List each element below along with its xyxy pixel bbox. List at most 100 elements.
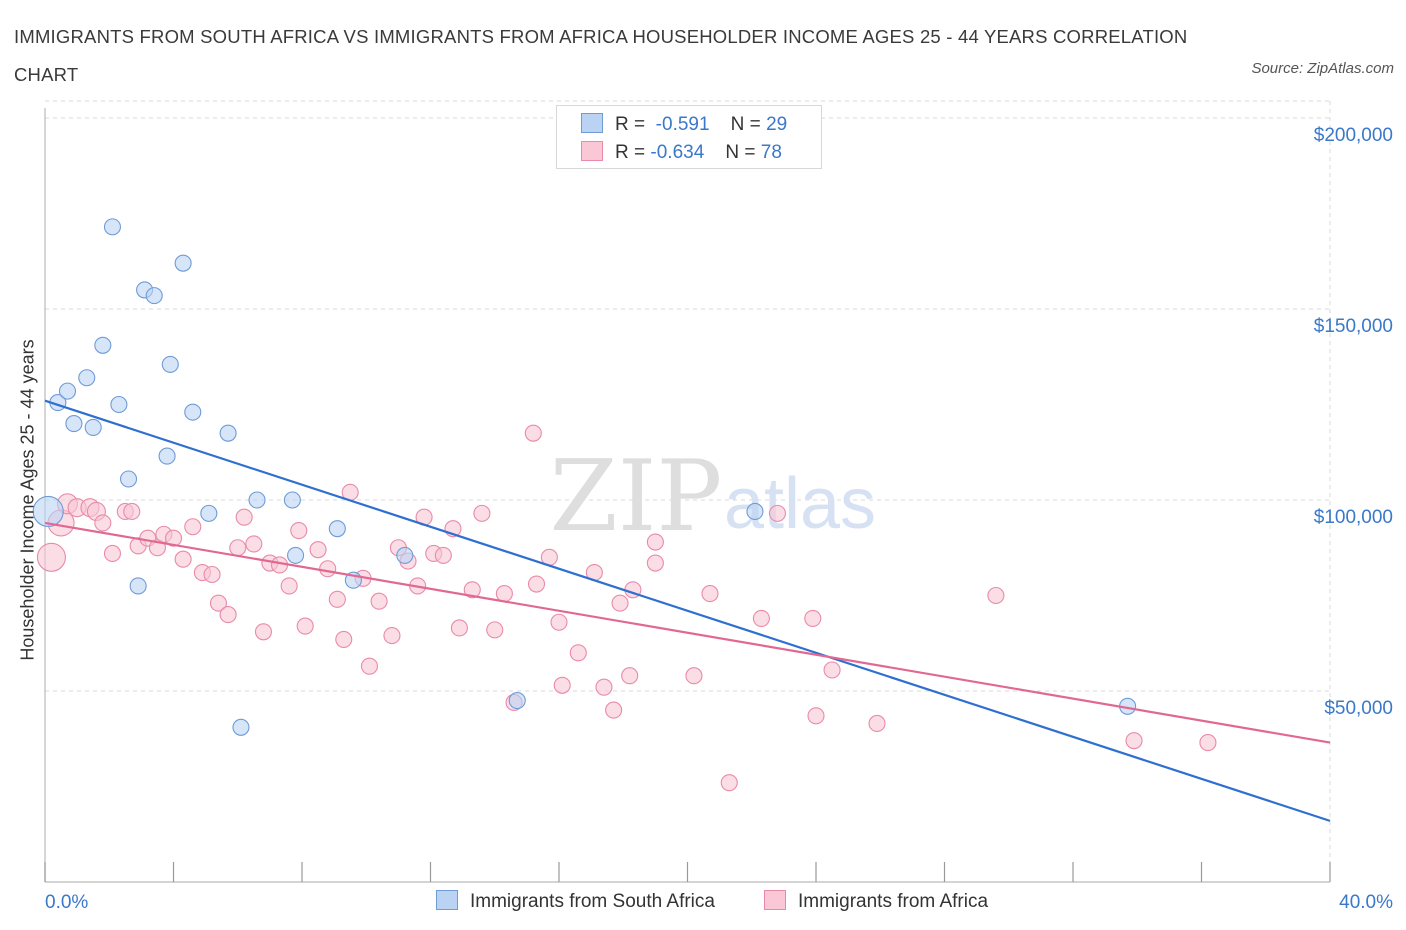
point-africa [370,592,388,610]
point-south-africa [184,403,202,421]
point-south-africa [58,382,77,400]
bottom-legend-swatch-africa [764,890,786,910]
point-africa [203,565,221,584]
trend-lines [44,399,1331,822]
axes [44,108,1331,883]
legend-r-label: R = [615,114,646,135]
point-africa [328,590,346,608]
point-africa [280,577,298,595]
bottom-legend-south-africa: Immigrants from South Africa [436,890,715,913]
chart-title: IMMIGRANTS FROM SOUTH AFRICA VS IMMIGRAN… [14,26,1188,85]
point-south-africa [396,546,414,564]
watermark-atlas: atlas [724,464,876,544]
point-africa [434,546,452,564]
y-tick-label: $50,000 [1324,698,1393,719]
point-africa [235,508,253,526]
series-south-africa-points [32,218,1137,736]
legend-r-value-south-africa: -0.591 [655,114,710,135]
point-africa [164,529,183,547]
x-tick-label: 0.0% [45,892,88,913]
legend-n-label: N = [725,142,756,163]
point-africa [595,678,613,696]
point-africa [123,502,141,521]
point-africa [309,541,327,559]
point-africa [254,623,273,641]
point-africa [987,586,1005,605]
point-africa [290,522,308,540]
point-africa [335,630,353,648]
point-south-africa [200,504,218,522]
point-africa [569,644,587,662]
legend-row-south-africa: R = -0.591 N = 29 [581,113,787,136]
point-africa [768,504,787,522]
point-south-africa [158,447,176,465]
point-africa [1125,732,1143,750]
point-south-africa [161,355,179,373]
point-south-africa [248,491,266,509]
point-south-africa [232,718,250,736]
legend-row-africa: R = -0.634 N = 78 [581,141,782,164]
watermark: ZIP atlas [550,440,876,554]
point-africa [296,617,314,635]
point-africa [550,613,568,631]
point-africa [184,518,202,536]
point-south-africa [283,491,301,509]
point-africa [823,661,841,679]
point-south-africa [103,218,122,236]
point-africa [360,657,379,675]
point-africa [807,707,825,725]
legend-swatch-south-africa [581,113,603,133]
legend-n-value-africa: 78 [760,142,782,163]
point-africa [495,585,513,603]
point-africa [701,585,719,603]
y-tick-label: $100,000 [1314,507,1393,528]
point-africa [611,594,629,612]
point-africa [621,667,639,685]
point-africa [473,504,491,522]
series-africa-points [36,424,1217,792]
point-south-africa [32,495,64,528]
watermark-zip: ZIP [550,440,723,554]
point-africa [94,514,112,532]
trend-line-south-africa [44,399,1331,822]
point-africa [319,560,337,578]
tick-labels: $50,000 $100,000 $150,000 $200,000 0.0% 40.0% [45,125,1393,913]
bottom-legend-swatch-south-africa [436,890,458,910]
point-africa [229,539,247,557]
y-tick-label: $150,000 [1314,316,1393,337]
point-africa [646,554,664,572]
point-south-africa [219,424,237,442]
point-africa [209,594,228,612]
bottom-legend-africa: Immigrants from Africa [764,890,988,913]
point-africa [245,535,263,553]
point-africa [36,542,66,572]
point-south-africa [84,418,102,436]
y-axis-label: Householder Income Ages 25 - 44 years [17,339,38,661]
point-south-africa [110,395,128,414]
point-africa [103,544,122,563]
legend-swatch-africa [581,141,603,161]
point-africa [804,609,822,627]
source-label: Source: ZipAtlas.com [1251,60,1394,77]
x-tick-label: 40.0% [1339,892,1393,913]
point-south-africa [508,691,526,710]
point-south-africa [65,415,83,433]
point-south-africa [119,470,138,488]
point-south-africa [78,369,96,387]
point-africa [527,575,546,593]
point-africa [486,621,504,639]
point-south-africa [287,546,305,564]
point-africa [463,581,481,599]
point-south-africa [129,577,147,595]
bottom-legend-label-south-africa: Immigrants from South Africa [470,891,715,912]
point-south-africa [328,520,346,538]
point-africa [1199,734,1217,752]
point-south-africa [746,502,764,521]
point-africa [174,550,192,568]
point-africa [450,619,468,637]
point-africa [685,667,703,685]
point-south-africa [145,287,163,305]
bottom-legend-label-africa: Immigrants from Africa [798,891,989,912]
legend-r-value-africa: -0.634 [650,142,705,163]
